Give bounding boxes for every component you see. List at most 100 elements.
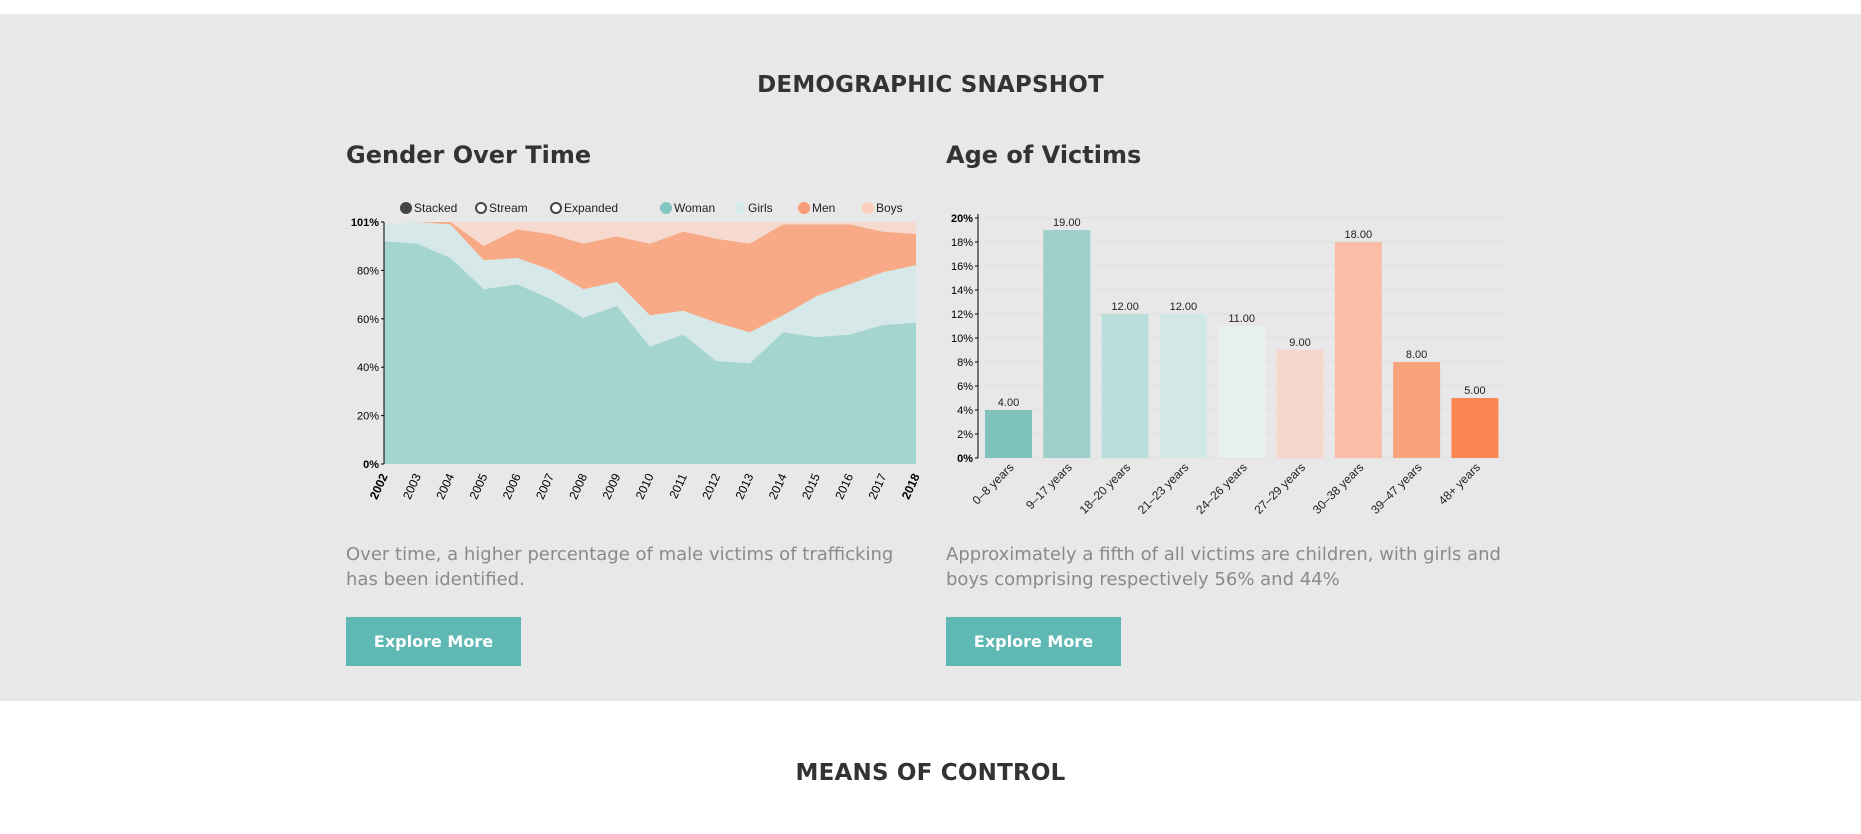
y-tick-label: 6% bbox=[957, 381, 973, 393]
x-tick-label: 30–38 years bbox=[1310, 460, 1367, 514]
x-tick-label: 18–20 years bbox=[1077, 460, 1134, 514]
legend-item-woman[interactable]: Woman bbox=[660, 201, 715, 215]
gender-over-time-panel: Gender Over Time Stacked Stream Expanded Wo… bbox=[346, 140, 920, 666]
x-tick-label: 2002 bbox=[367, 471, 391, 501]
legend-swatch-icon bbox=[798, 202, 810, 214]
view-mode-label: Stacked bbox=[414, 201, 457, 215]
x-tick-label: 2011 bbox=[666, 471, 690, 501]
legend-label: Boys bbox=[876, 201, 903, 215]
legend-item-boys[interactable]: Boys bbox=[862, 201, 903, 215]
gender-chart-title: Gender Over Time bbox=[346, 141, 592, 169]
legend-item-men[interactable]: Men bbox=[798, 201, 835, 215]
view-mode-label: Expanded bbox=[564, 201, 618, 215]
age-bar-chart: 4.00 19.00 12.00 12.00 11.00 9.00 18.00 8.00 5.0… bbox=[951, 213, 1506, 514]
bar-39-47-years[interactable] bbox=[1393, 362, 1441, 458]
explore-more-button[interactable]: Explore More bbox=[946, 617, 1121, 666]
area-layer-men bbox=[384, 222, 916, 333]
y-tick-label: 0% bbox=[363, 459, 379, 471]
bar-9-17-years[interactable] bbox=[1043, 230, 1091, 458]
bar-0-8-years[interactable] bbox=[985, 410, 1032, 458]
explore-more-button[interactable]: Explore More bbox=[346, 617, 521, 666]
x-tick-label: 2016 bbox=[832, 471, 856, 501]
bar-21-23-years[interactable] bbox=[1159, 314, 1207, 458]
means-of-control-title: MEANS OF CONTROL bbox=[795, 760, 1066, 786]
age-of-victims-panel: Age of Victims 4.00 19.00 12.00 12.00 11.00 9… bbox=[946, 140, 1520, 666]
y-tick-label: 14% bbox=[951, 285, 973, 297]
y-tick-label: 18% bbox=[951, 237, 973, 249]
area-layer-boys bbox=[384, 222, 916, 246]
radio-icon bbox=[550, 202, 562, 214]
x-tick-label: 2006 bbox=[500, 471, 524, 501]
y-tick-label: 8% bbox=[957, 357, 973, 369]
x-tick-label: 39–47 years bbox=[1368, 460, 1425, 514]
bar-48+-years[interactable] bbox=[1451, 398, 1499, 458]
legend-item-girls[interactable]: Girls bbox=[734, 201, 773, 215]
x-tick-label: 27–29 years bbox=[1252, 460, 1309, 514]
radio-icon bbox=[475, 202, 487, 214]
bar-24-26-years[interactable] bbox=[1218, 326, 1266, 458]
x-tick-label: 24–26 years bbox=[1193, 460, 1250, 514]
view-mode-option-stream[interactable]: Stream bbox=[475, 201, 528, 215]
demographic-snapshot-section: DEMOGRAPHIC SNAPSHOT Gender Over Time St… bbox=[0, 14, 1861, 701]
y-tick-label: 40% bbox=[357, 362, 379, 374]
x-tick-label: 2018 bbox=[899, 471, 920, 501]
x-tick-label: 2017 bbox=[865, 471, 889, 501]
gender-chart-caption: Over time, a higher percentage of male v… bbox=[346, 544, 894, 590]
area-layer-girls bbox=[384, 222, 916, 364]
bar-value-label: 12.00 bbox=[1111, 301, 1139, 313]
radio-icon bbox=[400, 202, 412, 214]
y-tick-label: 12% bbox=[951, 309, 973, 321]
x-tick-label: 21–23 years bbox=[1135, 460, 1192, 514]
legend-label: Woman bbox=[674, 201, 715, 215]
x-tick-label: 2012 bbox=[699, 471, 723, 501]
x-tick-label: 9–17 years bbox=[1023, 460, 1075, 512]
view-mode-option-expanded[interactable]: Expanded bbox=[550, 201, 618, 215]
x-tick-label: 2008 bbox=[566, 471, 590, 501]
legend-label: Men bbox=[812, 201, 835, 215]
bar-30-38-years[interactable] bbox=[1334, 242, 1382, 458]
x-tick-label: 48+ years bbox=[1436, 460, 1483, 507]
y-tick-label: 2% bbox=[957, 429, 973, 441]
y-tick-label: 10% bbox=[951, 333, 973, 345]
x-tick-label: 2015 bbox=[799, 471, 823, 501]
age-chart-title: Age of Victims bbox=[946, 141, 1142, 169]
gender-area-chart: Stacked Stream Expanded Woman Girls Men Boys 0… bbox=[351, 201, 920, 501]
x-tick-label: 0–8 years bbox=[969, 460, 1016, 507]
x-tick-label: 2005 bbox=[466, 471, 490, 501]
view-mode-label: Stream bbox=[489, 201, 528, 215]
bar-18-20-years[interactable] bbox=[1101, 314, 1149, 458]
bar-value-label: 18.00 bbox=[1345, 229, 1373, 241]
bar-value-label: 4.00 bbox=[998, 397, 1019, 409]
bar-27-29-years[interactable] bbox=[1276, 350, 1324, 458]
y-tick-label: 0% bbox=[957, 453, 973, 465]
bar-value-label: 5.00 bbox=[1464, 385, 1485, 397]
x-tick-label: 2009 bbox=[599, 471, 623, 501]
y-tick-label: 60% bbox=[357, 314, 379, 326]
y-tick-label: 80% bbox=[357, 265, 379, 277]
area-layers bbox=[384, 222, 916, 464]
y-tick-label: 16% bbox=[951, 261, 973, 273]
bar-value-label: 11.00 bbox=[1228, 313, 1255, 325]
section-title: DEMOGRAPHIC SNAPSHOT bbox=[757, 72, 1104, 98]
x-tick-label: 2004 bbox=[433, 471, 457, 501]
x-tick-label: 2010 bbox=[633, 471, 657, 501]
bar-value-label: 19.00 bbox=[1053, 217, 1081, 229]
y-tick-label: 101% bbox=[351, 217, 379, 229]
y-tick-label: 20% bbox=[951, 213, 973, 225]
legend-swatch-icon bbox=[862, 202, 874, 214]
bar-value-label: 12.00 bbox=[1170, 301, 1198, 313]
x-tick-label: 2014 bbox=[766, 471, 790, 501]
y-tick-label: 4% bbox=[957, 405, 973, 417]
bar-marks: 4.00 19.00 12.00 12.00 11.00 9.00 18.00 8.00 5.0… bbox=[985, 217, 1499, 458]
chart-legend: Stacked Stream Expanded Woman Girls Men Boys bbox=[400, 201, 903, 215]
bar-value-label: 8.00 bbox=[1406, 349, 1427, 361]
legend-swatch-icon bbox=[660, 202, 672, 214]
x-tick-label: 2007 bbox=[533, 471, 557, 501]
x-tick-label: 2013 bbox=[732, 471, 756, 501]
legend-swatch-icon bbox=[734, 202, 746, 214]
y-tick-label: 20% bbox=[357, 411, 379, 423]
top-strip bbox=[0, 0, 1861, 14]
view-mode-option-stacked[interactable]: Stacked bbox=[400, 201, 457, 215]
area-layer-woman bbox=[384, 241, 916, 464]
age-chart-caption: Approximately a fifth of all victims are… bbox=[946, 544, 1501, 590]
